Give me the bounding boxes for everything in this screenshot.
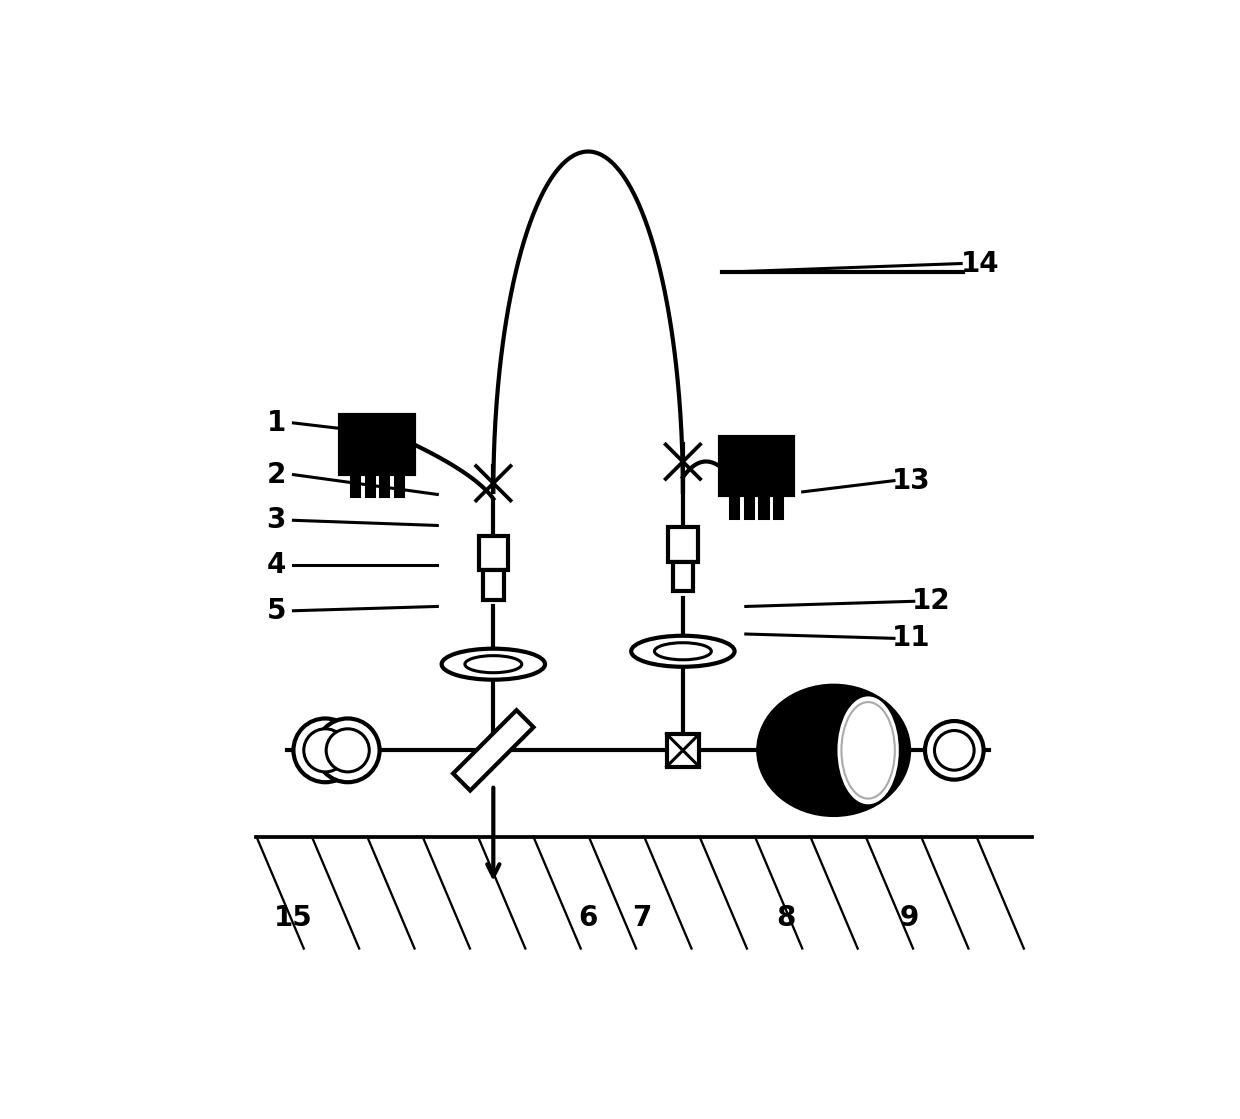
Ellipse shape (465, 656, 522, 673)
Ellipse shape (838, 698, 898, 803)
Text: 7: 7 (632, 904, 651, 932)
Bar (394, 473, 403, 496)
Bar (774, 496, 782, 518)
Bar (759, 496, 768, 518)
Text: 11: 11 (892, 624, 930, 652)
Text: 15: 15 (274, 904, 312, 932)
Circle shape (316, 718, 379, 782)
Bar (341, 415, 414, 473)
Text: 8: 8 (776, 904, 796, 932)
Text: 1: 1 (267, 408, 286, 436)
Bar (668, 527, 698, 562)
Text: 12: 12 (911, 587, 950, 615)
Bar (730, 496, 738, 518)
Bar (745, 496, 753, 518)
Bar (351, 473, 360, 496)
Ellipse shape (759, 686, 909, 815)
Ellipse shape (631, 636, 734, 667)
Bar (484, 571, 503, 600)
Text: 6: 6 (578, 904, 598, 932)
Text: 9: 9 (900, 904, 919, 932)
Bar (667, 734, 699, 767)
Bar (366, 473, 373, 496)
Circle shape (304, 728, 347, 772)
Bar (381, 473, 388, 496)
Bar (672, 562, 693, 591)
Bar (479, 536, 508, 571)
Text: 14: 14 (961, 250, 999, 278)
Circle shape (925, 721, 983, 780)
Polygon shape (453, 711, 533, 790)
Ellipse shape (441, 649, 546, 679)
Circle shape (326, 728, 370, 772)
Text: 2: 2 (267, 461, 286, 489)
Ellipse shape (655, 642, 712, 660)
Text: 3: 3 (267, 506, 286, 534)
Text: 5: 5 (267, 596, 286, 624)
Circle shape (294, 718, 357, 782)
Bar (719, 436, 792, 496)
Text: 4: 4 (267, 551, 286, 580)
Circle shape (935, 731, 975, 770)
Text: 13: 13 (892, 467, 930, 495)
